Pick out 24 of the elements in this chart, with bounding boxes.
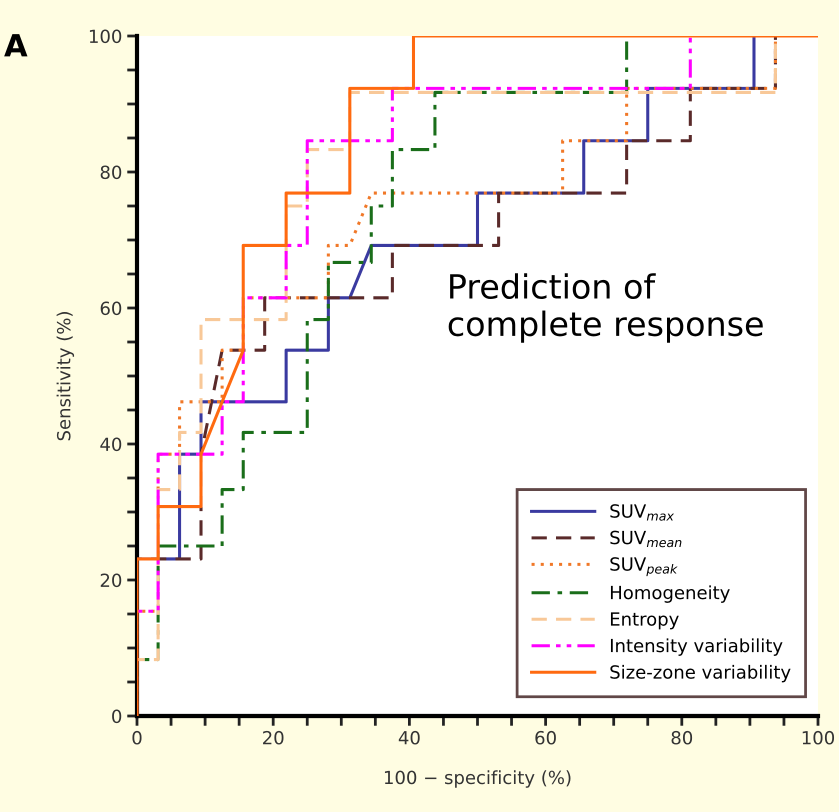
y-tick-label: 0 <box>112 709 122 724</box>
y-tick-label: 20 <box>100 573 122 588</box>
y-tick-label: 60 <box>100 301 122 316</box>
legend-label: Homogeneity <box>610 585 730 603</box>
x-tick-label: 80 <box>672 730 692 745</box>
y-axis-title: Sensitivity (%) <box>56 312 74 440</box>
x-tick-label: 60 <box>535 730 556 745</box>
x-tick-label: 100 <box>802 730 834 745</box>
legend-label: SUV$_{mean}$ <box>610 530 682 548</box>
x-tick-label: 40 <box>398 730 420 745</box>
y-tick-label: 100 <box>90 29 122 44</box>
y-tick-label: 40 <box>100 437 122 452</box>
legend-label: SUV$_{peak}$ <box>610 557 678 576</box>
text: A <box>4 34 28 56</box>
line-series <box>137 36 818 716</box>
y-tick-label: 80 <box>100 165 122 180</box>
legend-label: SUV$_{max}$ <box>610 504 674 521</box>
annotation: Prediction of complete response <box>448 273 763 343</box>
x-tick-label: 0 <box>132 730 142 745</box>
legend-label: Intensity variability <box>610 638 783 656</box>
legend-label: Entropy <box>610 612 679 630</box>
x-tick-label: 20 <box>263 730 284 745</box>
legend-label: Size-zone variability <box>610 664 791 682</box>
x-axis-title: 100 − specificity (%) <box>384 770 570 788</box>
